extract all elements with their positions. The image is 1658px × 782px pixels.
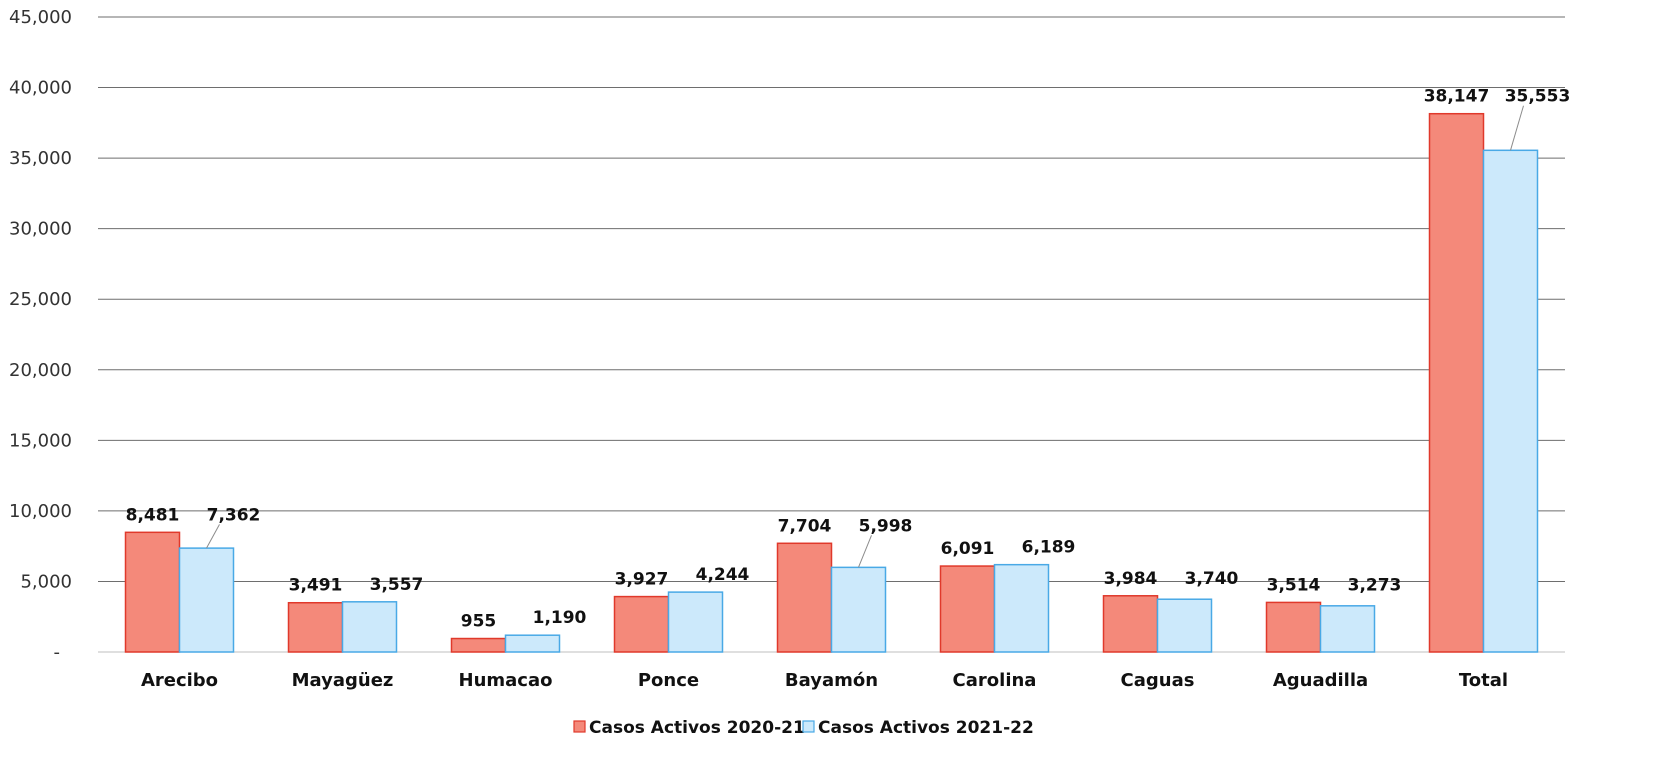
legend-swatch [573, 720, 586, 733]
category-label: Carolina [953, 670, 1037, 691]
bars [124, 112, 1539, 653]
legend-swatch [802, 720, 815, 733]
data-label-2020-21: 6,091 [941, 539, 995, 559]
legend-label: Casos Activos 2021-22 [818, 718, 1034, 738]
bar-2021-22 [667, 591, 724, 653]
y-tick-label: 5,000 [20, 571, 72, 592]
data-labels: 8,481 7,362 3,491 3,557 955 1,190 3,927 4,244 7,… [126, 87, 1571, 632]
leader-line [1510, 105, 1524, 151]
bar-2021-22 [1482, 149, 1539, 653]
bar-2021-22 [993, 563, 1050, 653]
y-tick-label: 15,000 [9, 430, 72, 451]
data-label-2021-22: 7,362 [207, 505, 261, 525]
bar-2021-22 [830, 566, 887, 653]
bar-2020-21 [124, 531, 181, 653]
data-label-2020-21: 955 [461, 612, 497, 632]
data-label-2021-22: 6,189 [1022, 538, 1076, 558]
y-tick-label: 20,000 [9, 360, 72, 381]
bar-2021-22 [1319, 605, 1376, 653]
data-label-2021-22: 5,998 [859, 516, 913, 536]
data-label-2021-22: 35,553 [1505, 87, 1571, 107]
y-tick-label: 25,000 [9, 289, 72, 310]
data-label-2020-21: 8,481 [126, 505, 180, 525]
y-tick-label: 40,000 [9, 78, 72, 99]
legend-label: Casos Activos 2020-21 [589, 718, 805, 738]
data-label-2020-21: 3,514 [1267, 575, 1321, 595]
bar-2020-21 [1265, 601, 1322, 653]
bar-2020-21 [613, 595, 670, 653]
bar-2020-21 [1428, 112, 1485, 653]
category-label: Mayagüez [292, 670, 394, 691]
y-tick-label: 45,000 [9, 7, 72, 28]
data-label-2021-22: 3,273 [1348, 575, 1402, 595]
y-tick-label: 35,000 [9, 148, 72, 169]
y-tick-label: 30,000 [9, 219, 72, 240]
gridlines [98, 16, 1565, 653]
data-label-2021-22: 3,740 [1185, 569, 1239, 589]
bar-2020-21 [450, 637, 507, 653]
label-leader-lines [206, 105, 1524, 568]
bar-2020-21 [939, 565, 996, 653]
category-label: Aguadilla [1273, 670, 1368, 691]
leader-line [858, 535, 872, 568]
bar-2021-22 [178, 547, 235, 653]
leader-line [206, 524, 220, 549]
bar-2021-22 [504, 634, 561, 653]
y-axis-ticks: - 5,000 10,000 15,000 20,000 25,000 30,000 35,0… [9, 7, 72, 663]
y-tick-label: - [54, 642, 61, 663]
data-label-2021-22: 1,190 [533, 608, 587, 628]
bar-2021-22 [341, 601, 398, 653]
y-tick-label: 10,000 [9, 501, 72, 522]
bar-2021-22 [1156, 598, 1213, 653]
legend: Casos Activos 2020-21 Casos Activos 2021-… [573, 718, 1034, 738]
bar-2020-21 [1102, 595, 1159, 653]
data-label-2020-21: 3,927 [615, 570, 669, 590]
data-label-2021-22: 3,557 [370, 575, 424, 595]
data-label-2021-22: 4,244 [696, 565, 750, 585]
category-label: Caguas [1121, 670, 1195, 691]
category-label: Bayamón [785, 670, 878, 691]
category-label: Total [1459, 670, 1508, 691]
x-axis-categories: Arecibo Mayagüez Humacao Ponce Bayamón Caroli… [141, 670, 1508, 691]
data-label-2020-21: 7,704 [778, 516, 832, 536]
data-label-2020-21: 3,984 [1104, 569, 1158, 589]
data-label-2020-21: 38,147 [1424, 87, 1490, 107]
data-label-2020-21: 3,491 [289, 576, 343, 596]
bar-2020-21 [287, 601, 344, 653]
bar-2020-21 [776, 542, 833, 653]
category-label: Ponce [638, 670, 699, 691]
category-label: Arecibo [141, 670, 218, 691]
category-label: Humacao [459, 670, 553, 691]
